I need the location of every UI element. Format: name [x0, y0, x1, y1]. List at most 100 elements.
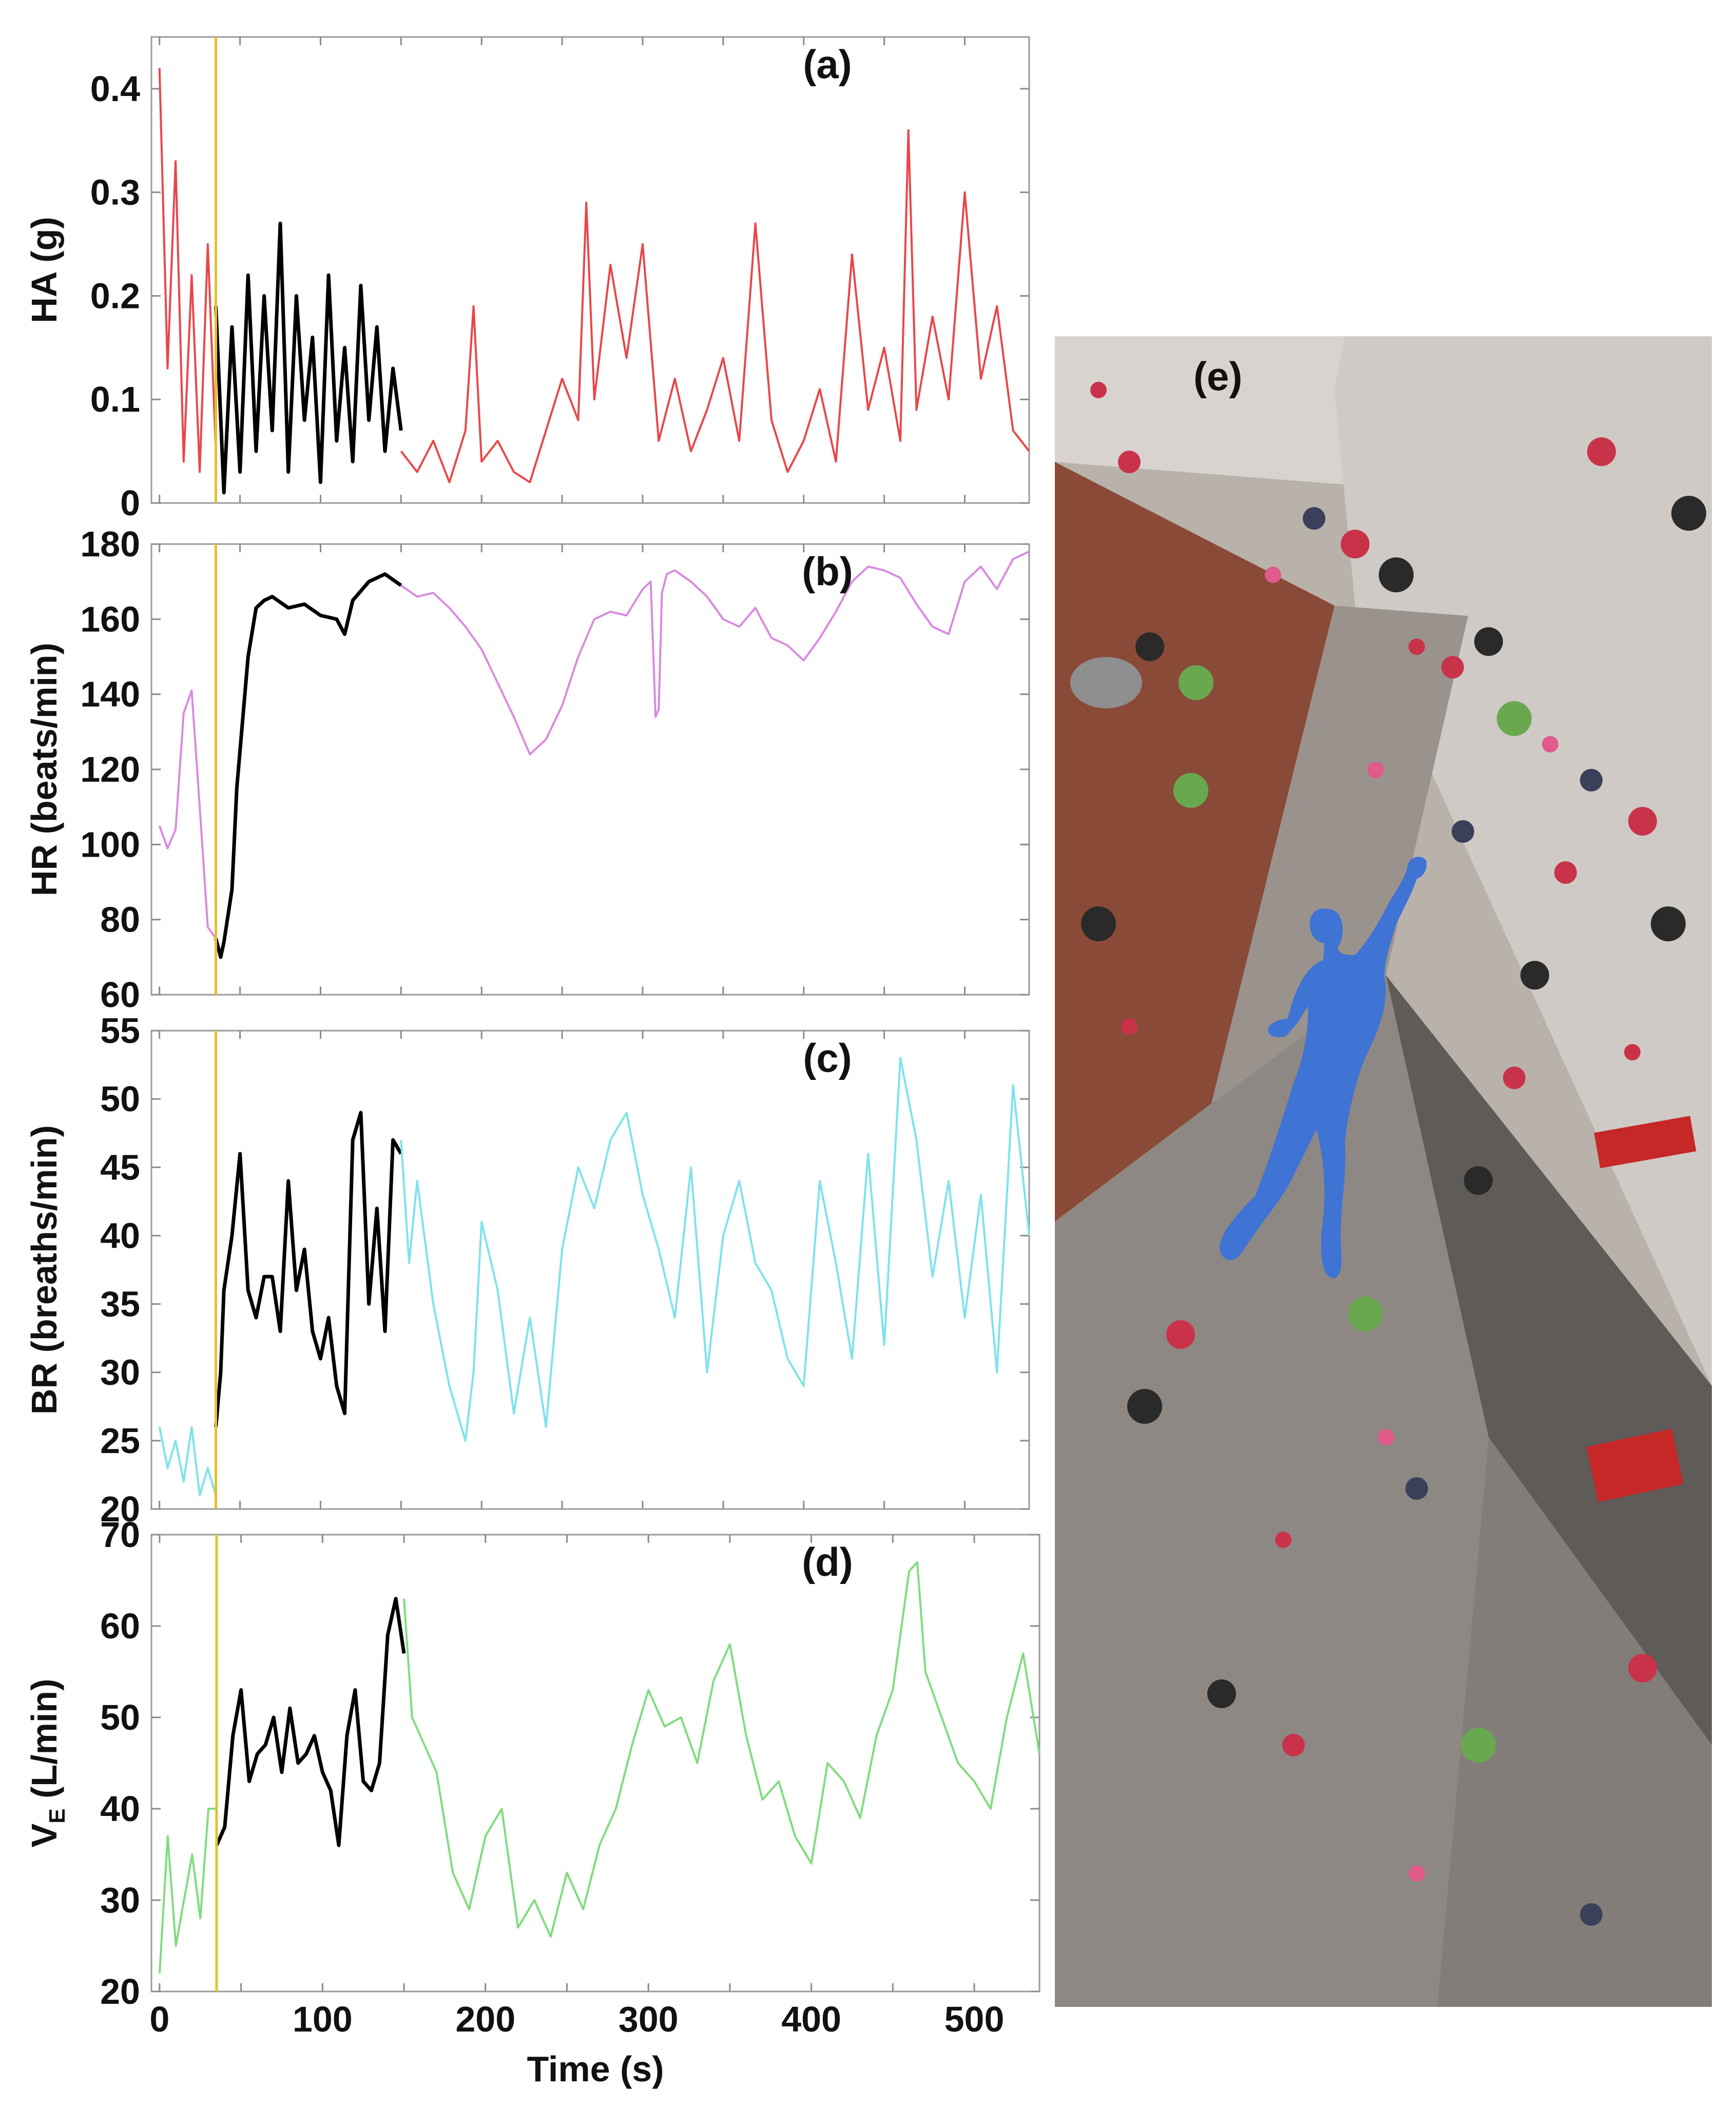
y-tick-label: 20	[100, 1489, 140, 1529]
y-tick-label: 60	[100, 975, 140, 1015]
y-tick-label: 50	[100, 1697, 140, 1737]
chart-panel-4: 20 30 40 50 60 70 0 100 200 300 400 500 Time (s) VE (…	[24, 1515, 1040, 2089]
climbing-hold-icon	[1405, 1477, 1428, 1500]
series-line-3	[400, 550, 1030, 756]
x-tick-label: 0	[149, 1999, 169, 2039]
y-axis-label: HA (g)	[24, 217, 64, 323]
climbing-hold-icon	[1628, 1654, 1657, 1682]
climbing-hold-icon	[1135, 632, 1164, 661]
climbing-hold-icon	[1474, 627, 1503, 656]
climbing-hold-icon	[1173, 773, 1208, 808]
y-tick-label: 30	[100, 1352, 140, 1393]
climbing-hold-icon	[1452, 820, 1474, 843]
y-tick-label: 160	[80, 599, 140, 639]
climbing-hold-icon	[1275, 1532, 1291, 1548]
y-tick-label: 80	[100, 900, 140, 940]
climbing-hold-icon	[1409, 1865, 1425, 1882]
y-axis-label: VE (L/min)	[24, 1679, 70, 1848]
series-line-3	[400, 129, 1030, 484]
climbing-hold-icon	[1341, 530, 1369, 558]
y-tick-label: 180	[80, 524, 140, 564]
y-tick-label: 100	[80, 824, 140, 864]
climbing-hold-icon	[1628, 807, 1657, 836]
climbing-hold-icon	[1587, 437, 1616, 466]
climbing-hold-icon	[1090, 382, 1107, 398]
y-tick-label: 0.3	[90, 172, 140, 212]
series-line-1	[158, 68, 217, 473]
climbing-hold-icon	[1265, 567, 1281, 583]
y-tick-label: 50	[100, 1079, 140, 1119]
y-tick-label: 0.2	[90, 276, 140, 316]
climbing-hold-icon	[1441, 656, 1464, 679]
panel-label: (d)	[802, 1539, 853, 1584]
climbing-hold-icon	[1127, 1389, 1162, 1424]
y-tick-label: 120	[80, 749, 140, 789]
y-axis-label: BR (breaths/min)	[24, 1125, 64, 1415]
climbing-hold-icon	[1409, 639, 1425, 655]
y-tick-label: 35	[100, 1284, 140, 1324]
series-line-3	[403, 1561, 1040, 1938]
series-line-2	[214, 221, 403, 495]
series-line-3	[400, 1057, 1030, 1442]
panel-label: (a)	[803, 42, 852, 87]
y-tick-label: 25	[100, 1421, 140, 1461]
climber-silhouette	[1220, 857, 1427, 1278]
climbing-hold-icon	[1580, 769, 1603, 791]
climbing-hold-icon	[1624, 1044, 1641, 1060]
climbing-hold-icon	[1070, 657, 1142, 708]
x-tick-label: 300	[619, 1999, 679, 2039]
y-tick-label: 0.4	[90, 69, 140, 109]
climbing-hold-icon	[1379, 557, 1414, 592]
climbing-hold-icon	[1542, 736, 1558, 752]
plot-frame	[150, 1030, 1030, 1510]
climbing-hold-icon	[1651, 906, 1686, 941]
y-tick-label: 0	[120, 483, 140, 523]
climbing-hold-icon	[1081, 906, 1116, 941]
climbing-wall-photo: (e)	[1055, 336, 1712, 2007]
panel-label-e: (e)	[1193, 354, 1242, 399]
y-axis-label: HR (beats/min)	[24, 643, 64, 896]
x-tick-label: 100	[293, 1999, 353, 2039]
x-tick-label: 200	[455, 1999, 515, 2039]
climbing-hold-icon	[1121, 1018, 1137, 1035]
y-tick-label: 60	[100, 1606, 140, 1646]
plot-frame	[150, 36, 1030, 504]
climbing-hold-icon	[1503, 1067, 1526, 1089]
chart-panel-1: 0 0.1 0.2 0.3 0.4 HA (g) (a)	[24, 36, 1030, 523]
x-tick-label: 400	[781, 1999, 841, 2039]
y-tick-label: 40	[100, 1789, 140, 1829]
climbing-hold-icon	[1348, 1297, 1383, 1331]
chart-panel-3: 20 25 30 35 40 45 50 55 BR (breaths/min) (c)	[24, 1011, 1030, 1529]
climbing-hold-icon	[1282, 1734, 1305, 1756]
climbing-hold-icon	[1207, 1679, 1236, 1708]
x-axis-label: Time (s)	[527, 2049, 664, 2089]
series-line-1	[158, 689, 217, 939]
climbing-hold-icon	[1166, 1320, 1195, 1349]
climbing-hold-icon	[1179, 665, 1213, 700]
plot-frame	[150, 543, 1030, 996]
panel-label: (c)	[803, 1035, 852, 1080]
chart-panel-2: 60 80 100 120 140 160 180 HR (beats/min) (b)	[24, 524, 1030, 1015]
climbing-hold-icon	[1554, 861, 1577, 884]
climbing-hold-icon	[1671, 496, 1706, 531]
climbing-hold-icon	[1580, 1903, 1603, 1926]
climbing-hold-icon	[1303, 507, 1325, 530]
panel-label: (b)	[802, 549, 853, 594]
y-tick-label: 40	[100, 1215, 140, 1255]
climbing-hold-icon	[1520, 961, 1549, 990]
x-tick-label: 500	[944, 1999, 1005, 2039]
series-line-2	[214, 1111, 403, 1427]
y-tick-label: 70	[100, 1515, 140, 1555]
climbing-hold-icon	[1378, 1429, 1394, 1445]
y-tick-label: 140	[80, 674, 140, 714]
charts-group: 0 0.1 0.2 0.3 0.4 HA (g) (a) 60 80 100 120 140 160 18…	[24, 36, 1040, 2089]
series-line-1	[158, 1808, 217, 1974]
climbing-hold-icon	[1461, 1728, 1496, 1763]
y-tick-label: 30	[100, 1880, 140, 1920]
climbing-volume-icon	[1586, 1428, 1684, 1502]
climbing-hold-icon	[1367, 762, 1384, 778]
climbing-hold-icon	[1464, 1166, 1493, 1195]
series-line-2	[215, 1597, 406, 1847]
climbing-hold-icon	[1497, 701, 1532, 736]
